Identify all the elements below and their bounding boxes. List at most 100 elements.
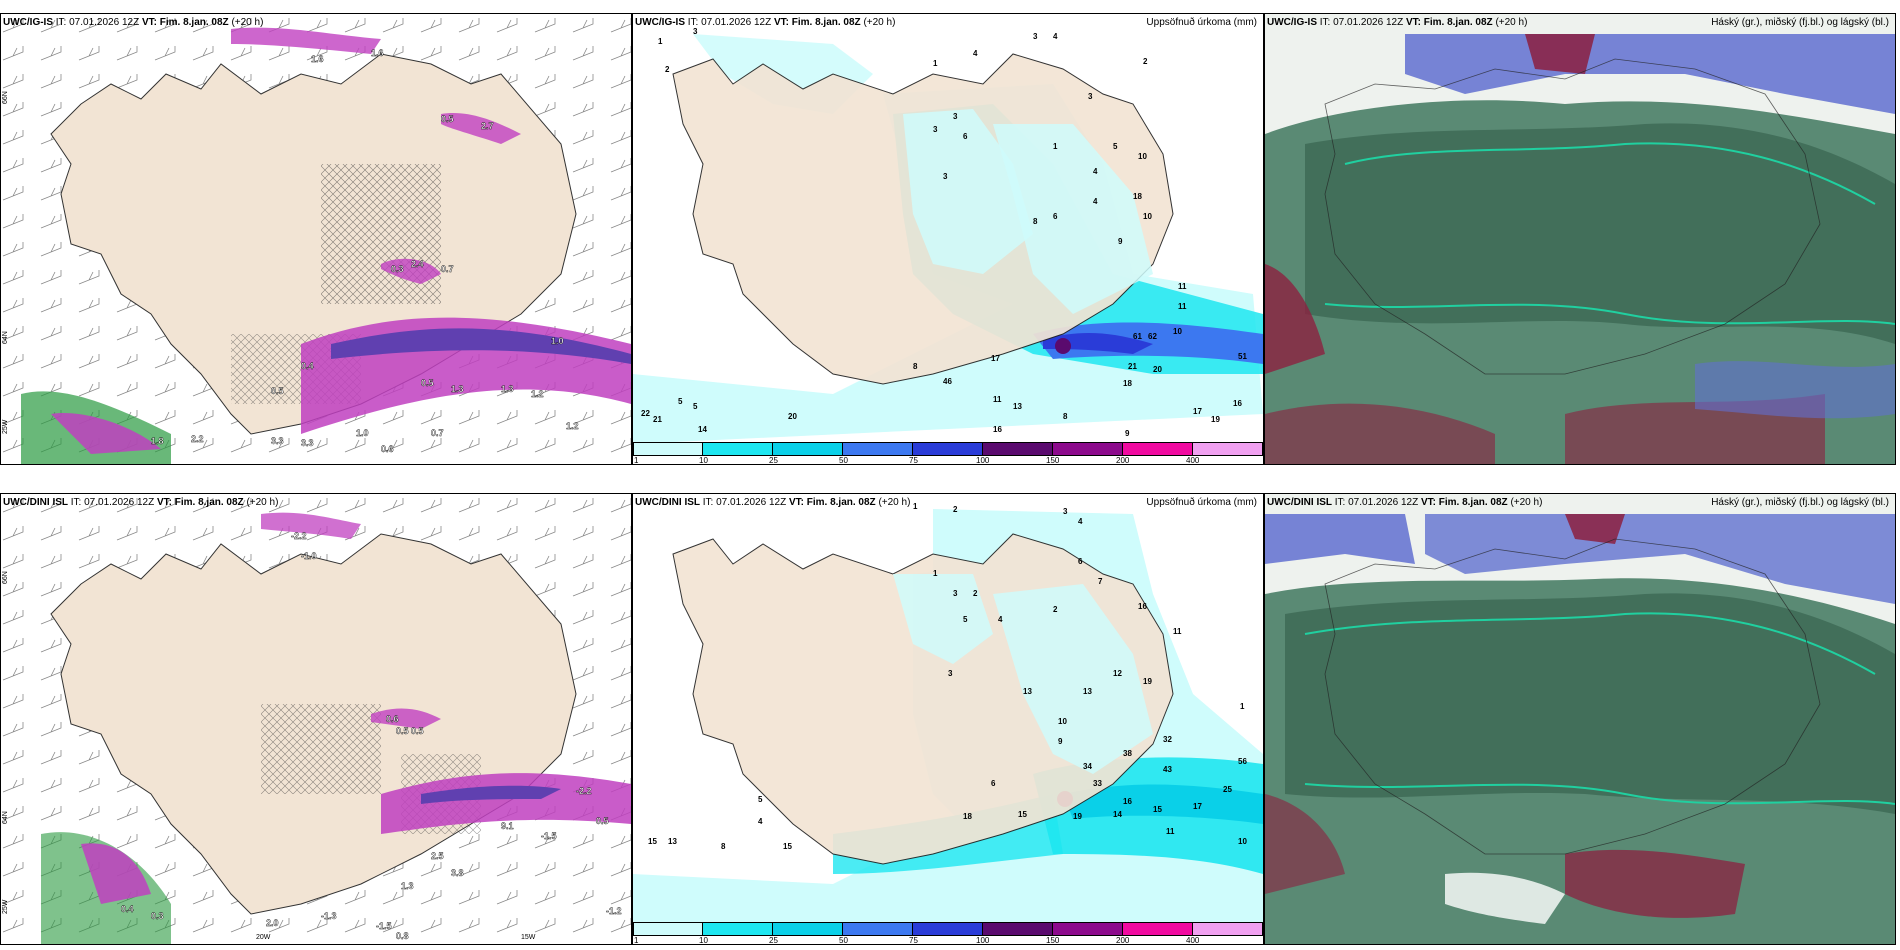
model-name: UWC/DINI ISL — [3, 497, 68, 508]
panel-top-right-clouds: UWC/IG-IS IT: 07.01.2026 12Z VT: Fim. 8.… — [1264, 13, 1896, 465]
precip-label: 6 — [1078, 557, 1083, 566]
colorbar-tick: 400 — [1186, 936, 1200, 945]
precip-label: 3 — [948, 669, 953, 678]
colorbar-tick: 75 — [909, 936, 918, 945]
wind-barb-map: -1.0 -2.2 0.6 0.5 0.5 -1.5 -1.5 0.8 2.5 … — [1, 494, 631, 944]
wind-label: -1.5 — [376, 921, 392, 931]
valid-time: Fim. 8.jan. 08Z — [806, 497, 876, 508]
wind-label: 1.2 — [566, 421, 579, 431]
precip-label: 4 — [973, 49, 978, 58]
colorbar-segment — [843, 922, 913, 936]
precip-label: 4 — [1053, 32, 1058, 41]
wind-label: 0.3 — [151, 911, 164, 921]
panel-bottom-right-clouds: UWC/DINI ISL IT: 07.01.2026 12Z VT: Fim.… — [1264, 493, 1896, 945]
wind-label: 0.3 — [391, 264, 404, 274]
wind-label: 0.7 — [441, 264, 454, 274]
precip-label: 1 — [1053, 142, 1058, 151]
colorbar-segment — [983, 442, 1053, 456]
precip-label: 15 — [648, 837, 657, 846]
precip-label: 16 — [993, 425, 1002, 434]
precip-label: 14 — [698, 425, 707, 434]
lat-label: 64N — [2, 811, 9, 824]
lon-label: 20W — [256, 934, 271, 941]
precip-label: 13 — [1013, 402, 1022, 411]
precip-label: 18 — [1123, 379, 1132, 388]
colorbar-segment — [703, 922, 773, 936]
valid-time: Fim. 8.jan. 08Z — [791, 17, 861, 28]
vt-label: VT: — [788, 497, 804, 508]
lon-label: 15W — [521, 934, 536, 941]
precip-label: 61 — [1133, 332, 1142, 341]
precip-label: 1 — [913, 502, 918, 511]
colorbar-tick: 25 — [769, 456, 778, 465]
colorbar-segment — [633, 922, 703, 936]
wind-label: 2.4 — [411, 259, 424, 269]
vt-label: VT: — [141, 17, 157, 28]
precip-label: 10 — [1173, 327, 1182, 336]
colorbar-segment — [913, 922, 983, 936]
colorbar-tick: 50 — [839, 936, 848, 945]
init-time: 07.01.2026 12Z — [1333, 17, 1404, 28]
precip-colorbar: 1 10 25 50 75 100 150 200 400 — [633, 922, 1263, 944]
precip-label: 5 — [963, 615, 968, 624]
colorbar-tick: 25 — [769, 936, 778, 945]
precip-label: 17 — [991, 354, 1000, 363]
it-label: IT: — [70, 497, 82, 508]
precip-label: 11 — [993, 395, 1002, 404]
it-label: IT: — [702, 497, 714, 508]
panel-header: UWC/IG-IS IT: 07.01.2026 12Z VT: Fim. 8.… — [1267, 17, 1527, 28]
panel-subtitle: Uppsöfnuð úrkoma (mm) — [1146, 497, 1257, 508]
wind-label: 1.3 — [451, 384, 464, 394]
precip-label: 8 — [1033, 217, 1038, 226]
precip-label: 5 — [693, 402, 698, 411]
wind-label: -1.3 — [321, 911, 337, 921]
precip-label: 1 — [1240, 702, 1245, 711]
wind-label: 0.6 — [386, 714, 399, 724]
colorbar-tick: 100 — [976, 456, 990, 465]
wind-label: -2.2 — [291, 531, 307, 541]
precip-label: 11 — [1178, 282, 1187, 291]
wind-label: -1.5 — [541, 831, 557, 841]
colorbar-tick: 150 — [1046, 456, 1060, 465]
precip-label: 13 — [1023, 687, 1032, 696]
vt-label: VT: — [773, 17, 789, 28]
colorbar-segment — [773, 922, 843, 936]
colorbar-segment — [843, 442, 913, 456]
precip-label: 51 — [1238, 352, 1247, 361]
colorbar-segment — [1123, 922, 1193, 936]
panel-top-left-wind: 1.6 1.6 2.7 0.5 0.3 2.4 0.4 0.7 1.0 0.5 … — [0, 13, 632, 465]
cloud-map — [1265, 14, 1895, 464]
panel-header: UWC/IG-IS IT: 07.01.2026 12Z VT: Fim. 8.… — [3, 17, 263, 28]
precip-label: 2 — [1143, 57, 1148, 66]
colorbar-segment — [1193, 442, 1263, 456]
vt-label: VT: — [156, 497, 172, 508]
vt-label: VT: — [1420, 497, 1436, 508]
panel-top-mid-precip: 1 3 2 1 4 3 4 2 3 3 6 1 3 3 4 5 4 10 8 6… — [632, 13, 1264, 465]
colorbar-segment — [703, 442, 773, 456]
precip-label: 6 — [963, 132, 968, 141]
precip-map: 1 3 2 1 4 3 4 2 3 3 6 1 3 3 4 5 4 10 8 6… — [633, 27, 1263, 444]
init-time: 07.01.2026 12Z — [1348, 497, 1419, 508]
wind-label: 2.0 — [266, 918, 279, 928]
precip-label: 17 — [1193, 802, 1202, 811]
colorbar-tick: 10 — [699, 936, 708, 945]
panel-subtitle: Uppsöfnuð úrkoma (mm) — [1146, 17, 1257, 28]
precip-label: 3 — [953, 112, 958, 121]
precip-label: 3 — [953, 589, 958, 598]
precip-label: 20 — [1153, 365, 1162, 374]
init-time: 07.01.2026 12Z — [701, 17, 772, 28]
wind-label: 0.4 — [121, 904, 134, 914]
panel-header: UWC/DINI ISL IT: 07.01.2026 12Z VT: Fim.… — [1267, 497, 1542, 508]
model-name: UWC/DINI ISL — [1267, 497, 1332, 508]
lat-label: 64N — [2, 331, 9, 344]
model-name: UWC/IG-IS — [1267, 17, 1317, 28]
cloud-map — [1265, 494, 1895, 944]
precip-label: 3 — [1063, 507, 1068, 516]
it-label: IT: — [687, 17, 699, 28]
wind-label: 0.5 — [396, 726, 409, 736]
colorbar-tick: 200 — [1116, 456, 1130, 465]
wind-label: 1.3 — [501, 384, 514, 394]
precip-label: 15 — [1153, 805, 1162, 814]
wind-label: -1.0 — [301, 551, 317, 561]
wind-label: 3.3 — [301, 438, 314, 448]
